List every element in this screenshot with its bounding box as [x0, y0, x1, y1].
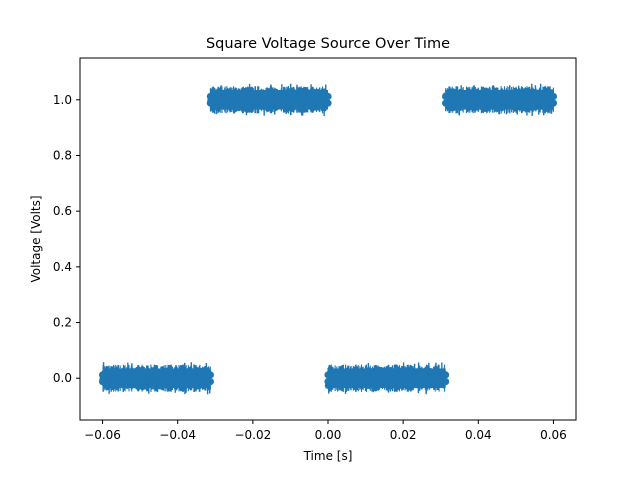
data-point [266, 95, 274, 102]
data-point [442, 371, 450, 379]
data-point [429, 381, 437, 388]
data-point [370, 372, 377, 379]
data-point [549, 92, 558, 101]
y-tick-label: 0.6 [53, 204, 72, 218]
series-segment [442, 83, 558, 116]
y-tick-label: 0.0 [53, 371, 72, 385]
data-point [415, 373, 423, 380]
x-tick-label: 0.06 [540, 428, 567, 442]
data-point [206, 99, 214, 107]
data-point [221, 95, 228, 103]
data-point [183, 379, 190, 387]
data-point [158, 372, 166, 380]
data-point [449, 91, 456, 99]
data-point [231, 99, 239, 106]
data-point [155, 383, 162, 390]
data-point [238, 93, 246, 100]
series-segment [98, 362, 214, 395]
data-point [305, 89, 312, 96]
data-point [456, 99, 463, 106]
data-point [324, 99, 332, 107]
data-point [98, 371, 107, 379]
data-point [384, 377, 391, 385]
y-axis: 0.0 0.2 0.4 0.6 0.8 1.0 [53, 93, 80, 385]
data-point [373, 381, 381, 388]
data-point [162, 368, 169, 375]
y-tick-label: 0.8 [53, 148, 72, 162]
data-point [190, 370, 197, 378]
chart-title: Square Voltage Source Over Time [206, 36, 450, 52]
x-tick-label: 0.02 [390, 428, 417, 442]
series-segment [324, 362, 450, 395]
data-point [270, 89, 277, 96]
data-point [470, 104, 477, 112]
data-point [197, 368, 204, 375]
data-point [473, 89, 481, 96]
data-point [165, 372, 173, 379]
data-point [419, 380, 426, 388]
y-tick-label: 1.0 [53, 93, 72, 107]
data-point [280, 102, 288, 109]
data-point [401, 367, 409, 374]
data-point [519, 94, 526, 101]
data-point [206, 92, 214, 101]
data-point [324, 92, 332, 101]
data-point [245, 103, 253, 111]
data-point [206, 371, 214, 379]
y-axis-label: Voltage [Volts] [29, 195, 43, 282]
data-point [224, 88, 232, 96]
x-tick-label: −0.04 [159, 428, 196, 442]
x-tick-label: 0.04 [465, 428, 492, 442]
data-point [148, 374, 155, 382]
data-point [324, 371, 332, 379]
data-point [512, 91, 519, 98]
data-point [235, 104, 242, 111]
data-point [206, 377, 214, 386]
data-point [252, 98, 260, 106]
data-point [543, 89, 551, 96]
data-point [387, 383, 395, 390]
data-point [498, 104, 505, 112]
y-tick-label: 0.4 [53, 260, 72, 274]
data-point [540, 101, 547, 109]
data-point [380, 367, 388, 374]
data-point [466, 97, 474, 105]
data-point [98, 377, 107, 386]
data-point [533, 91, 540, 99]
x-axis: −0.06 −0.04 −0.02 0.00 0.02 0.04 0.06 [84, 420, 567, 442]
series-segment [206, 83, 332, 116]
data-point [529, 103, 537, 110]
data-point [491, 95, 498, 102]
data-marks [98, 83, 558, 395]
data-point [366, 378, 374, 386]
data-point [335, 377, 342, 384]
data-point [442, 99, 450, 107]
data-point [324, 377, 332, 386]
data-point [193, 380, 201, 387]
data-point [442, 377, 450, 386]
data-point [484, 98, 491, 105]
x-tick-label: −0.06 [84, 428, 121, 442]
data-point [338, 367, 346, 375]
data-point [422, 367, 430, 374]
x-axis-label: Time [s] [303, 449, 353, 463]
y-tick-label: 0.2 [53, 316, 72, 330]
data-point [508, 101, 516, 108]
data-point [287, 93, 295, 100]
x-tick-label: −0.02 [234, 428, 271, 442]
x-tick-label: 0.00 [315, 428, 342, 442]
data-point [442, 92, 450, 101]
data-point [141, 383, 148, 390]
data-point [459, 94, 467, 102]
data-point [549, 99, 558, 107]
